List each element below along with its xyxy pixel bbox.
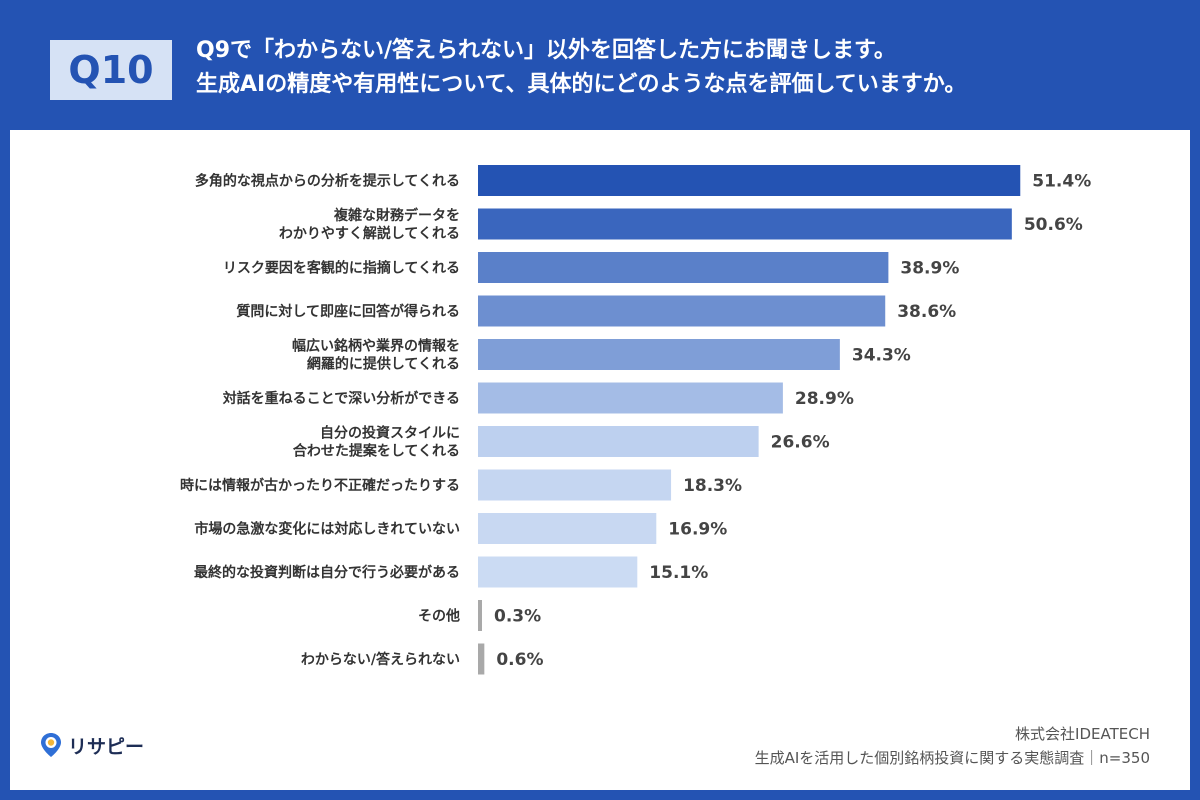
category-label: 質問に対して即座に回答が得られる xyxy=(236,303,460,320)
bar xyxy=(478,382,783,414)
category-label: 幅広い銘柄や業界の情報を網羅的に提供してくれる xyxy=(292,338,460,373)
bar-chart: 多角的な視点からの分析を提示してくれる 51.4% 複雑な財務データをわかりやすく解… xyxy=(180,165,1091,675)
source-note: 株式会社IDEATECH 生成AIを活用した個別銘柄投資に関する実態調査｜n=3… xyxy=(755,722,1150,770)
category-label: 複雑な財務データをわかりやすく解説してくれる xyxy=(279,207,460,242)
bar xyxy=(478,600,482,631)
question-number-badge: Q10 xyxy=(50,40,172,100)
question-text: Q9で「わからない/答えられない」以外を回答した方にお聞きします。 生成AIの精… xyxy=(196,34,1186,102)
category-label: 市場の急激な変化には対応しきれていない xyxy=(194,521,460,538)
company-name: 株式会社IDEATECH xyxy=(1015,725,1150,743)
chart-panel: 多角的な視点からの分析を提示してくれる 51.4% 複雑な財務データをわかりやすく解… xyxy=(10,130,1190,790)
value-label: 26.6% xyxy=(771,433,830,453)
value-label: 0.3% xyxy=(494,607,541,627)
value-label: 16.9% xyxy=(668,520,727,540)
category-label: 対話を重ねることで深い分析ができる xyxy=(222,390,460,407)
value-label: 28.9% xyxy=(795,389,854,409)
value-label: 0.6% xyxy=(496,650,543,670)
category-label: 多角的な視点からの分析を提示してくれる xyxy=(195,173,460,190)
bar xyxy=(478,295,886,327)
category-label: リスク要因を客観的に指摘してくれる xyxy=(223,260,460,277)
category-label: 自分の投資スタイルに合わせた提案をしてくれる xyxy=(293,425,460,460)
bar xyxy=(478,165,1021,196)
value-label: 38.6% xyxy=(897,302,956,322)
value-label: 50.6% xyxy=(1024,215,1083,235)
survey-title: 生成AIを活用した個別銘柄投資に関する実態調査｜n=350 xyxy=(754,749,1150,767)
location-pin-icon xyxy=(41,733,61,757)
question-line-1: Q9で「わからない/答えられない」以外を回答した方にお聞きします。 xyxy=(196,38,896,63)
bar xyxy=(478,426,759,457)
bar xyxy=(478,556,638,588)
category-label: わからない/答えられない xyxy=(301,651,460,668)
value-label: 18.3% xyxy=(683,476,742,496)
bar xyxy=(478,252,889,283)
value-label: 34.3% xyxy=(852,346,911,366)
category-label: その他 xyxy=(418,608,460,625)
bar xyxy=(478,469,672,501)
question-line-2: 生成AIの精度や有用性について、具体的にどのような点を評価していますか。 xyxy=(196,72,967,97)
logo-text: リサピー xyxy=(68,735,145,758)
category-label: 最終的な投資判断は自分で行う必要がある xyxy=(194,564,460,581)
risapi-logo: リサピー xyxy=(40,730,144,760)
bar xyxy=(478,513,657,544)
bar xyxy=(478,339,840,370)
value-label: 51.4% xyxy=(1032,172,1091,192)
bar xyxy=(478,643,485,675)
header: Q10 Q9で「わからない/答えられない」以外を回答した方にお聞きします。 生成… xyxy=(0,0,1200,130)
value-label: 38.9% xyxy=(900,259,959,279)
bar xyxy=(478,208,1012,240)
value-label: 15.1% xyxy=(649,563,708,583)
category-label: 時には情報が古かったり不正確だったりする xyxy=(180,477,460,494)
